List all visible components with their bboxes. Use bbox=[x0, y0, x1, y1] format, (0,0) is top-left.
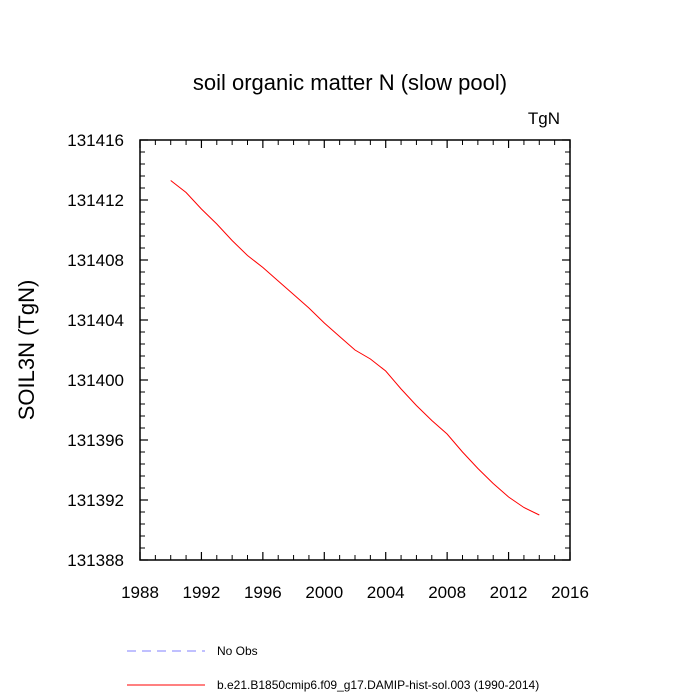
x-tick-label: 1996 bbox=[244, 583, 282, 602]
y-tick-labels: 131388 131392 131396 131400 131404 131408 1314… bbox=[67, 131, 124, 570]
legend-label: b.e21.B1850cmip6.f09_g17.DAMIP-hist-sol.… bbox=[217, 678, 539, 692]
legend: No Obs b.e21.B1850cmip6.f09_g17.DAMIP-his… bbox=[127, 644, 539, 692]
x-tick-label: 1988 bbox=[121, 583, 159, 602]
x-tick-label: 2012 bbox=[490, 583, 528, 602]
x-tick-label: 2004 bbox=[367, 583, 405, 602]
x-tick-label: 2000 bbox=[305, 583, 343, 602]
legend-label: No Obs bbox=[217, 644, 258, 658]
x-tick-label: 2008 bbox=[428, 583, 466, 602]
x-tick-label: 1992 bbox=[183, 583, 221, 602]
y-tick-label: 131400 bbox=[67, 371, 124, 390]
units-label: TgN bbox=[528, 109, 560, 128]
y-tick-label: 131392 bbox=[67, 491, 124, 510]
x-tick-labels: 1988 1992 1996 2000 2004 2008 2012 2016 bbox=[121, 583, 589, 602]
series-line bbox=[170, 180, 540, 516]
y-tick-label: 131412 bbox=[67, 191, 124, 210]
y-tick-label: 131404 bbox=[67, 311, 124, 330]
series-group bbox=[170, 180, 540, 516]
x-tick-label: 2016 bbox=[551, 583, 589, 602]
y-axis-label: SOIL3N (TgN) bbox=[14, 280, 39, 421]
y-tick-label: 131408 bbox=[67, 251, 124, 270]
y-tick-label: 131388 bbox=[67, 551, 124, 570]
y-tick-label: 131416 bbox=[67, 131, 124, 150]
chart-title: soil organic matter N (slow pool) bbox=[193, 70, 507, 95]
axis-ticks bbox=[139, 139, 571, 561]
y-tick-label: 131396 bbox=[67, 431, 124, 450]
